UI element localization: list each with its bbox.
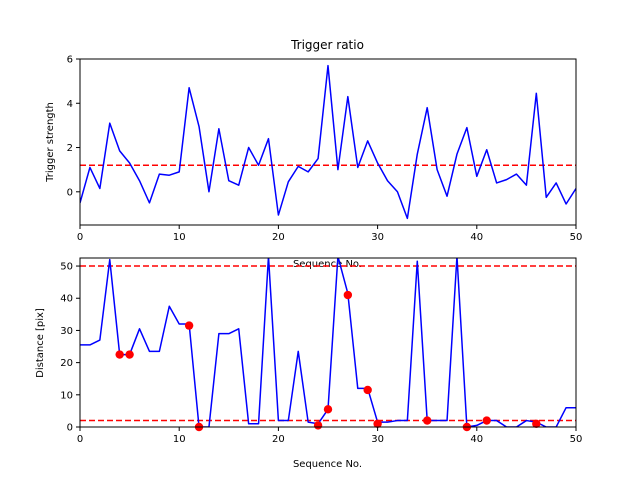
bottom-marker-point [423,416,432,425]
bottom-marker-point [343,290,353,300]
bottom-y-tick-label: 40 [60,294,73,305]
bottom-x-tick-label: 10 [173,434,186,445]
bottom-y-tick-label: 30 [60,326,73,337]
bottom-marker-point [373,419,382,428]
bottom-axes-frame [79,257,577,428]
bottom-y-tick-label: 50 [60,262,73,273]
bottom-series-line [80,258,576,427]
bottom-marker-point [482,416,491,425]
top-y-tick-label: 4 [67,99,73,110]
top-x-tick-label: 10 [173,232,186,243]
bottom-chart-xlabel: Sequence No. [293,459,362,470]
top-x-tick-label: 20 [272,232,285,243]
top-chart-title: Trigger ratio [290,38,364,52]
top-axes-frame [79,58,577,226]
top-x-tick-label: 40 [470,232,483,243]
bottom-marker-point [115,350,124,359]
top-chart-xlabel: Sequence No. [293,259,362,270]
bottom-y-tick-label: 10 [60,390,73,401]
top-x-tick-label: 30 [371,232,384,243]
bottom-marker-point [184,321,194,330]
top-x-tick-label: 0 [77,232,83,243]
bottom-marker-point [313,421,323,430]
bottom-x-tick-label: 20 [272,434,285,445]
top-x-tick-label: 50 [570,232,583,243]
bottom-y-tick-label: 20 [60,358,73,369]
bottom-x-tick-label: 50 [570,434,583,445]
bottom-marker-point [363,385,372,395]
bottom-marker-point [532,419,541,428]
top-y-tick-label: 2 [67,143,73,154]
bottom-x-tick-label: 0 [77,434,83,445]
top-y-tick-label: 0 [67,187,73,198]
bottom-chart: 0 10 20 30 40 50 0 10 20 30 40 50 [60,257,583,445]
bottom-marker-point [125,350,134,359]
top-chart: 0 10 20 30 40 50 0 2 4 6 [67,55,583,244]
top-chart-ylabel: Trigger strength [45,102,56,183]
bottom-chart-ylabel: Distance [pix] [35,308,46,378]
bottom-marker-point [323,405,333,414]
bottom-x-tick-label: 40 [470,434,483,445]
top-series-line [80,64,576,220]
bottom-x-tick-label: 30 [371,434,384,445]
top-y-tick-label: 6 [67,55,73,66]
bottom-y-tick-label: 0 [67,423,73,434]
